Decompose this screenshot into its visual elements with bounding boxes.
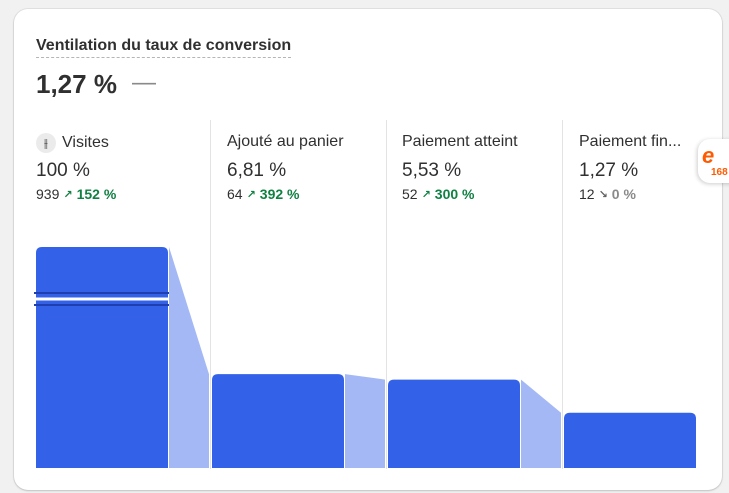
extension-badge[interactable]: e 168 bbox=[698, 139, 729, 183]
column-divider bbox=[562, 120, 563, 469]
step-label-visits: ⫲ Visites bbox=[36, 133, 109, 153]
step-count-row: 939 ↗ 152 % bbox=[36, 186, 116, 202]
arrow-up-right-icon: ↗ bbox=[246, 188, 256, 201]
funnel-chart bbox=[34, 247, 696, 468]
arrow-up-right-icon: ↗ bbox=[421, 188, 431, 201]
step-label-text: Visites bbox=[62, 134, 109, 152]
step-count: 52 bbox=[402, 186, 418, 202]
card-title[interactable]: Ventilation du taux de conversion bbox=[36, 37, 292, 58]
funnel-connector-1 bbox=[169, 247, 209, 468]
funnel-bar-1[interactable] bbox=[36, 247, 168, 468]
step-label-checkout-reached: Paiement atteint bbox=[402, 133, 518, 150]
step-pct: 6,81 % bbox=[227, 160, 287, 181]
extension-logo-icon: e bbox=[702, 143, 715, 168]
arrow-down-right-icon: ↘ bbox=[598, 188, 608, 201]
step-pct: 5,53 % bbox=[402, 160, 462, 181]
step-count-row: 64 ↗ 392 % bbox=[227, 186, 300, 202]
step-pct: 1,27 % bbox=[579, 160, 639, 181]
step-count-row: 52 ↗ 300 % bbox=[402, 186, 475, 202]
column-divider bbox=[386, 120, 387, 469]
headline-change: — bbox=[132, 69, 156, 96]
arrow-up-right-icon: ↗ bbox=[63, 188, 73, 201]
step-label-checkout-completed: Paiement fin... bbox=[579, 133, 682, 150]
step-count-row: 12 ↘ 0 % bbox=[579, 186, 636, 202]
column-divider bbox=[210, 120, 211, 469]
funnel-bar-2[interactable] bbox=[212, 374, 344, 468]
step-label-added-to-cart: Ajouté au panier bbox=[227, 133, 344, 150]
funnel-bar-4[interactable] bbox=[564, 412, 696, 468]
headline-value: 1,27 % bbox=[36, 69, 117, 99]
trend-value: 300 % bbox=[434, 186, 475, 202]
step-count: 12 bbox=[579, 186, 595, 202]
funnel-bar-3[interactable] bbox=[388, 379, 520, 468]
funnel-connector-3 bbox=[521, 379, 561, 468]
trend-value: 392 % bbox=[259, 186, 300, 202]
step-count: 64 bbox=[227, 186, 243, 202]
step-count: 939 bbox=[36, 186, 60, 202]
trend-value: 152 % bbox=[76, 186, 117, 202]
visits-icon: ⫲ bbox=[36, 133, 56, 153]
extension-badge-text: 168 bbox=[711, 167, 728, 178]
conversion-card: Ventilation du taux de conversion 1,27 %… bbox=[14, 9, 722, 490]
funnel-connector-2 bbox=[345, 374, 385, 468]
trend-value: 0 % bbox=[611, 186, 636, 202]
step-pct: 100 % bbox=[36, 160, 90, 181]
